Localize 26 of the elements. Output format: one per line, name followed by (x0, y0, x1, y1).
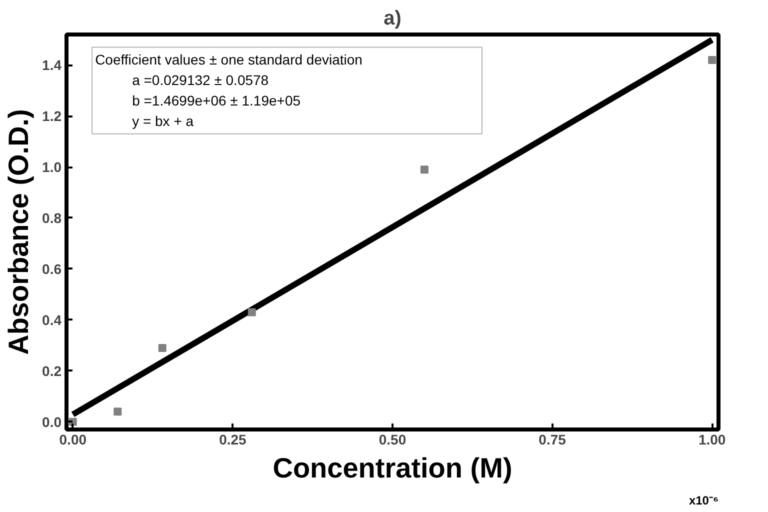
annotation: Coefficient values ± one standard deviation (95, 52, 362, 68)
point (420, 166, 428, 174)
y-tick-label: 1.4 (42, 57, 62, 74)
y-tick-label: 0.0 (42, 414, 62, 430)
annotation: y = bx + a (132, 112, 194, 129)
x-tick-label: 0.75 (538, 432, 566, 448)
x-tick-label: 1.00 (698, 432, 726, 448)
y-tick-label: 0.6 (42, 260, 62, 277)
text: x10⁻⁶ (688, 494, 718, 508)
annotation: a =0.029132 ± 0.0578 (132, 72, 269, 88)
x-tick-label: 0.00 (59, 432, 87, 448)
point (248, 308, 256, 316)
y-tick-label: 0.4 (42, 312, 62, 328)
x-axis-title: Concentration (M) (272, 452, 512, 484)
y-tick-label: 1.0 (42, 159, 62, 176)
annotation: b =1.4699e+06 ± 1.19e+05 (132, 92, 301, 108)
y-axis-title: Absorbance (O.D.) (3, 109, 34, 355)
point (114, 408, 122, 416)
x-tick-label: 0.25 (219, 432, 247, 448)
point (708, 56, 716, 64)
chart-title: a) (384, 8, 402, 30)
y-tick-label: 0.8 (42, 210, 62, 226)
y-tick-label: 1.2 (42, 108, 62, 124)
point (158, 344, 166, 352)
x-tick-label: 0.50 (378, 432, 406, 448)
y-tick-label: 0.2 (42, 362, 62, 379)
